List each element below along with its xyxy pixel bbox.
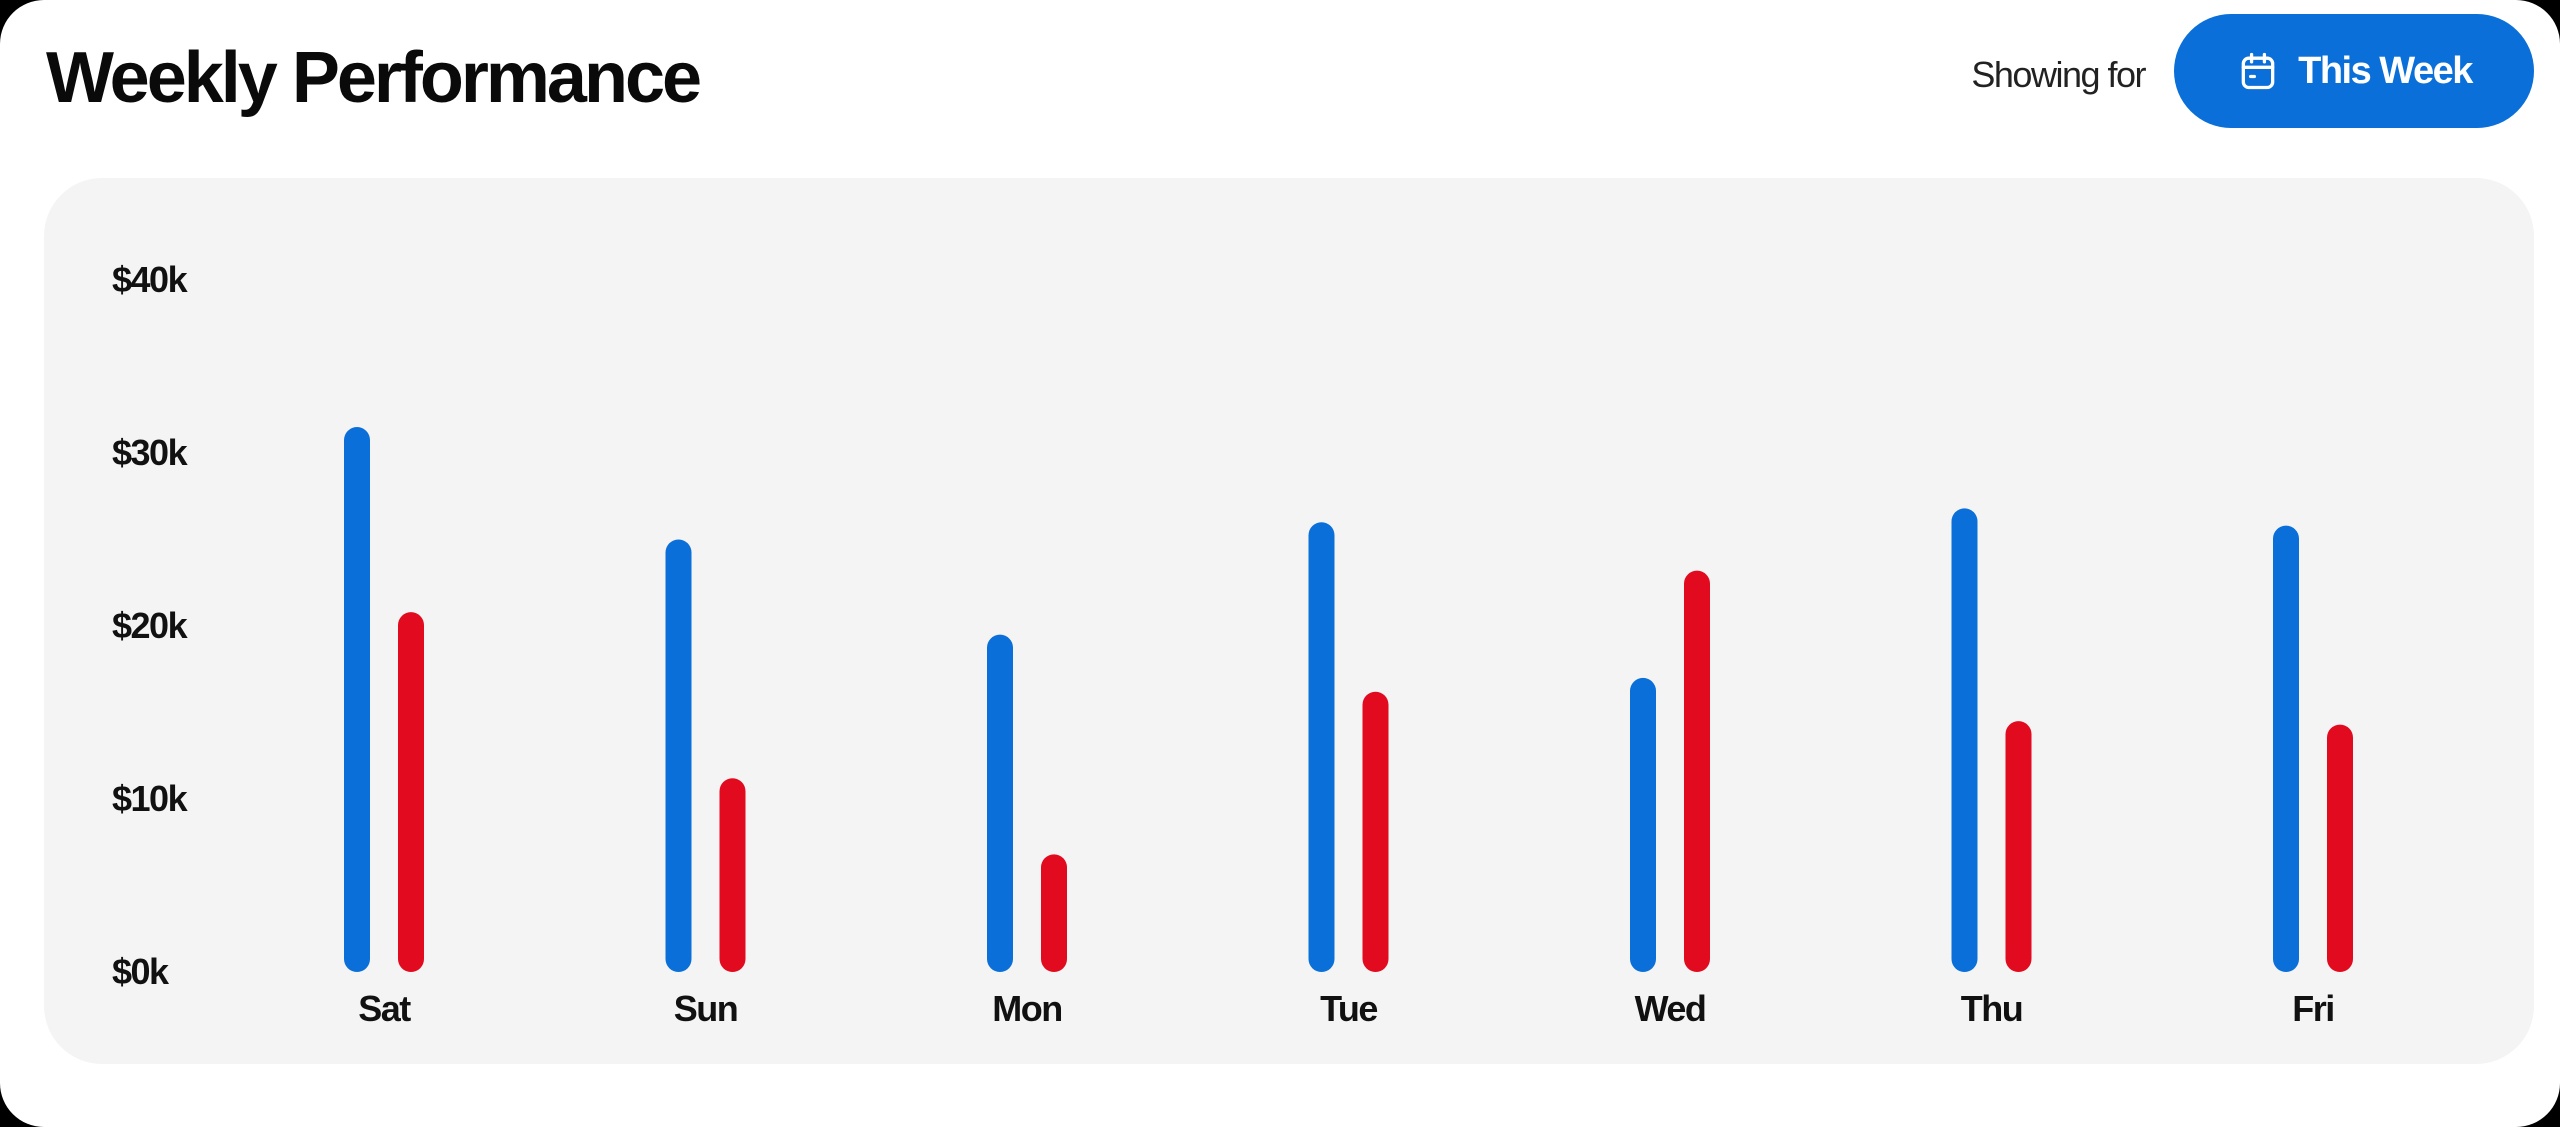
x-tick-label: Thu bbox=[1961, 988, 2022, 1029]
y-tick-label: $10k bbox=[112, 778, 189, 819]
showing-for-label: Showing for bbox=[1971, 54, 2146, 95]
y-tick-label: $0k bbox=[112, 951, 170, 992]
calendar-icon bbox=[2241, 52, 2275, 90]
y-tick-label: $40k bbox=[112, 259, 189, 300]
chart-panel: $0k $10k $20k $30k $40k Sat Sun Mon Tue Wed Thu Fri bbox=[44, 178, 2534, 1064]
y-tick-label: $20k bbox=[112, 605, 189, 646]
x-tick-label: Sat bbox=[358, 988, 411, 1029]
x-tick-label: Mon bbox=[992, 988, 1061, 1029]
y-tick-label: $30k bbox=[112, 432, 189, 473]
bar-chart: $0k $10k $20k $30k $40k Sat Sun Mon Tue Wed Thu Fri bbox=[112, 259, 2353, 1029]
page-title: Weekly Performance bbox=[46, 38, 702, 118]
x-tick-label: Fri bbox=[2292, 988, 2334, 1029]
x-tick-label: Sun bbox=[674, 988, 738, 1029]
x-tick-label: Tue bbox=[1320, 988, 1377, 1029]
period-select-button[interactable]: This Week bbox=[2174, 14, 2534, 128]
x-tick-label: Wed bbox=[1635, 988, 1706, 1029]
period-button-label: This Week bbox=[2298, 49, 2473, 92]
